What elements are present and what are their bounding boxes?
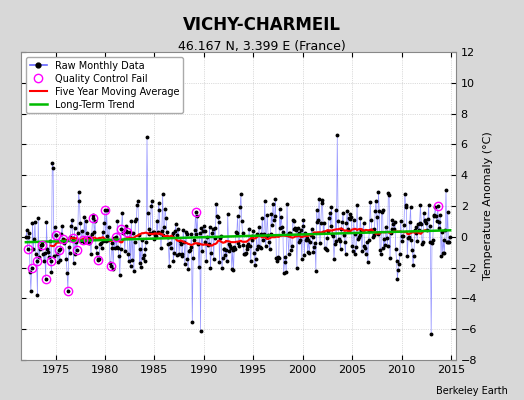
Legend: Raw Monthly Data, Quality Control Fail, Five Year Moving Average, Long-Term Tren: Raw Monthly Data, Quality Control Fail, … [26, 57, 183, 113]
Text: 46.167 N, 3.399 E (France): 46.167 N, 3.399 E (France) [178, 40, 346, 53]
Y-axis label: Temperature Anomaly (°C): Temperature Anomaly (°C) [483, 132, 493, 280]
Text: VICHY-CHARMEIL: VICHY-CHARMEIL [183, 16, 341, 34]
Text: Berkeley Earth: Berkeley Earth [436, 386, 508, 396]
